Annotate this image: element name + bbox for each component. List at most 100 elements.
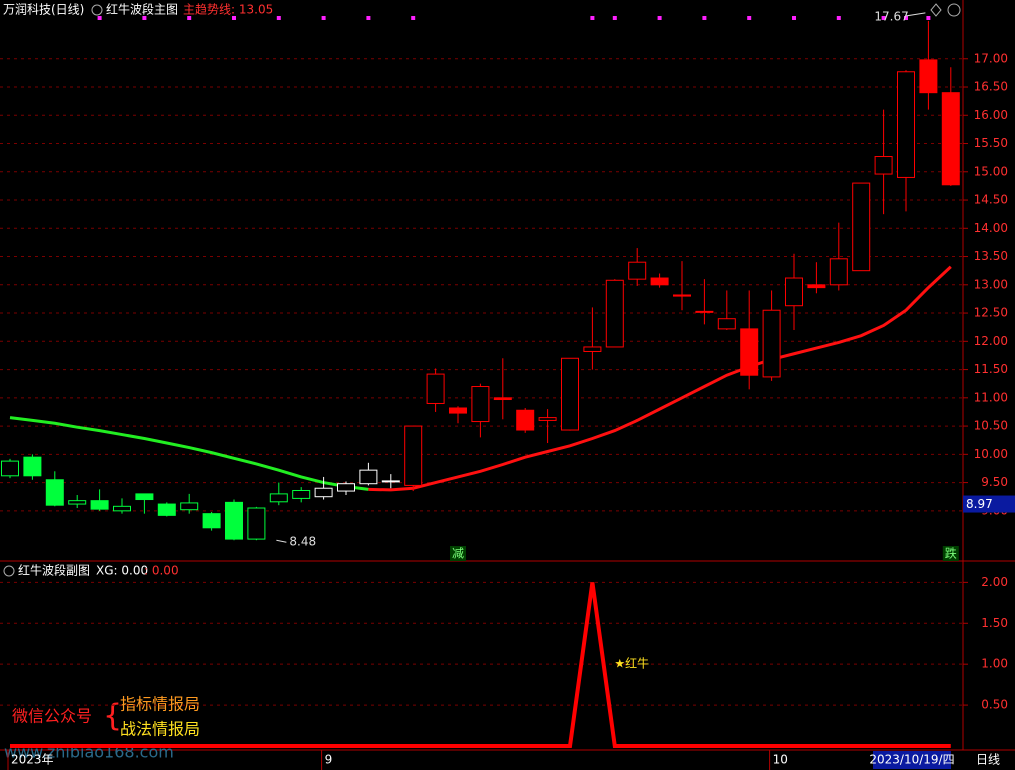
y-tick-label: 9.50: [981, 475, 1008, 489]
low-arrow: [276, 539, 287, 543]
signal-dot: [747, 16, 752, 20]
y-tick-label: 1.00: [981, 657, 1008, 671]
signal-dot: [187, 16, 192, 20]
signal-dot: [881, 16, 886, 20]
candle-body: [426, 373, 445, 404]
icon: [3, 565, 15, 577]
sub-legend: : 0.00: [144, 564, 179, 578]
date: 2023/10/19/四: [869, 753, 954, 767]
y-tick-label: 10.00: [974, 447, 1008, 461]
candle-body: [113, 505, 131, 512]
candle-body: [919, 59, 938, 94]
signal-dot: [612, 16, 617, 20]
signal-dot: [590, 16, 595, 20]
trend-legend: 主趋势线: 13.05: [183, 3, 273, 17]
y-tick-label: 16.50: [974, 80, 1008, 94]
x-tick-label: 9: [325, 753, 333, 767]
price-box: [963, 495, 1015, 513]
y-tick-label: 2.00: [981, 575, 1008, 589]
candle-body: [740, 328, 759, 376]
icon: [91, 4, 103, 16]
line: [10, 582, 951, 748]
candle-body: [516, 409, 535, 431]
signal-dot: [142, 16, 147, 20]
candle-body: [493, 397, 512, 401]
candle-body: [225, 501, 243, 540]
signal-label: ★红牛: [614, 656, 649, 671]
candle-body: [90, 500, 109, 510]
sub-legend: XG: 0.00: [96, 564, 148, 578]
y-tick-label: 13.50: [974, 249, 1008, 263]
candle-body: [359, 469, 378, 485]
annotation-box: [942, 546, 959, 561]
candle-body: [314, 487, 333, 498]
y-tick-label: 13.00: [974, 277, 1008, 291]
y-tick-label: 14.50: [974, 193, 1008, 207]
candle-body: [180, 502, 199, 511]
annotation: 减: [452, 547, 464, 561]
candle-body: [829, 258, 848, 286]
candle-body: [874, 156, 893, 175]
annotation-box: [450, 546, 466, 561]
candle-body: [897, 71, 915, 178]
candle-body: [762, 309, 781, 378]
icon: [947, 3, 961, 17]
candle-body: [292, 489, 311, 499]
y-tick-label: 10.50: [974, 419, 1008, 433]
signal-dot: [657, 16, 662, 20]
signal-dot: [97, 16, 102, 20]
y-tick-label: 14.00: [974, 221, 1008, 235]
candle-body: [202, 513, 221, 529]
y-tick-label: 15.50: [974, 136, 1008, 150]
line: [9, 416, 369, 491]
candle-body: [605, 279, 624, 348]
watermark: 指标情报局: [120, 695, 200, 714]
y-tick-label: 17.00: [974, 51, 1008, 65]
period: 日线: [976, 753, 1000, 767]
candle-body: [628, 261, 647, 280]
watermark: 战法情报局: [120, 720, 200, 739]
high-arrow: [906, 12, 926, 17]
y-tick-label: 11.50: [974, 362, 1008, 376]
candle-body: [471, 386, 490, 423]
candle-body: [583, 346, 602, 352]
candle-body: [269, 493, 288, 503]
signal-dot: [232, 16, 236, 20]
y-tick-label: 12.50: [974, 306, 1008, 320]
candle-body: [45, 479, 64, 506]
signal-dot: [321, 16, 326, 20]
candle-body: [941, 92, 960, 186]
high-label: 17.67: [874, 9, 908, 23]
price-label: 8.97: [966, 497, 993, 511]
x-tick-label: 10: [773, 753, 788, 767]
date-box: [873, 751, 951, 769]
watermark: 微信公众号: [12, 707, 92, 726]
y-tick-label: 0.50: [981, 698, 1008, 712]
signal-dot: [702, 16, 707, 20]
sub-title: 红牛波段副图: [18, 563, 90, 578]
signal-dot: [904, 16, 908, 20]
y-tick-label: 12.00: [974, 334, 1008, 348]
candle-body: [852, 182, 871, 272]
low-label: 8.48: [289, 535, 316, 549]
candle-body: [561, 357, 579, 431]
candle-body: [68, 500, 87, 505]
icon: [930, 3, 942, 17]
candle-body: [650, 277, 669, 286]
candle-body: [1, 460, 19, 477]
candle-body: [404, 425, 423, 486]
candle-body: [785, 277, 803, 307]
stock-name: 万润科技(日线): [3, 3, 84, 17]
signal-dot: [926, 16, 931, 20]
candle-body: [23, 456, 42, 477]
candle-body: [449, 407, 467, 414]
candle-body: [695, 310, 714, 313]
candle-body: [337, 483, 355, 492]
brace: {: [103, 699, 122, 734]
line: [368, 265, 952, 492]
signal-dot: [836, 16, 841, 20]
candle-body: [538, 417, 557, 421]
candle-body: [381, 480, 400, 483]
